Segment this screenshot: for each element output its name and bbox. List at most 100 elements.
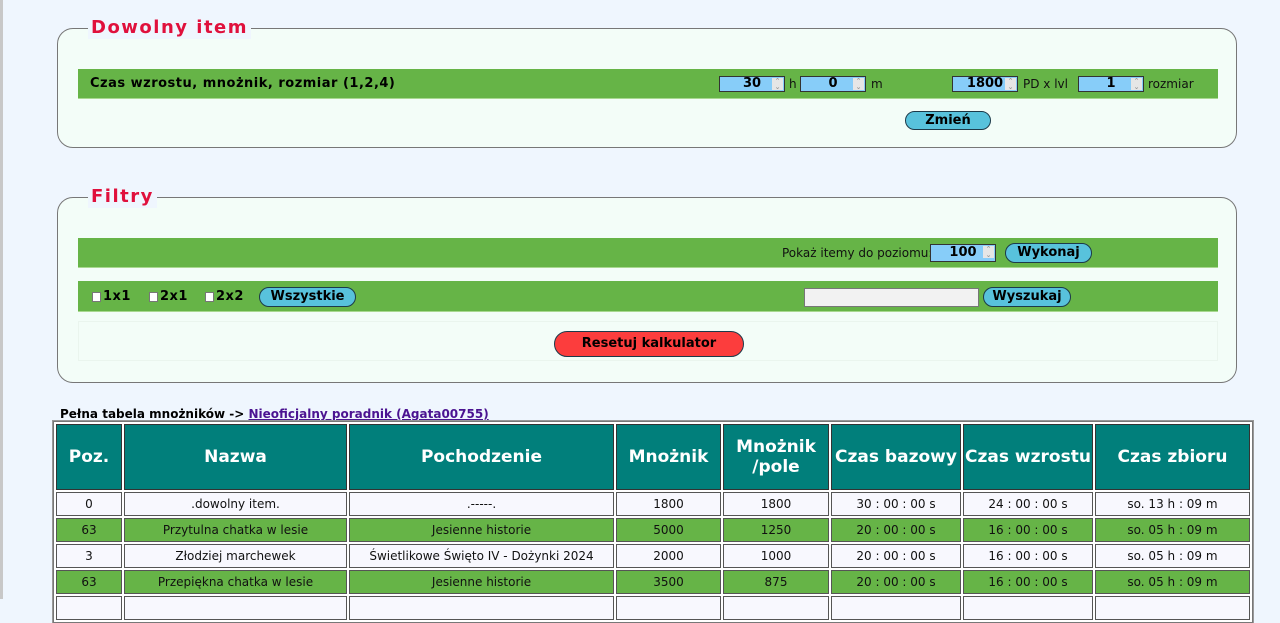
checkbox-icon[interactable] xyxy=(205,291,214,302)
dowolny-item-bar: Czas wzrostu, mnożnik, rozmiar (1,2,4) 3… xyxy=(78,69,1218,99)
table-cell: Świetlikowe Święto IV - Dożynki 2024 xyxy=(349,544,614,568)
table-cell: 3 xyxy=(56,544,122,568)
table-cell: so. 13 h : 09 m xyxy=(1095,492,1250,516)
column-header: Czas wzrostu xyxy=(963,424,1093,490)
spinner-icon[interactable]: ⌃ ⌄ xyxy=(853,78,864,91)
checkbox-label: 2x2 xyxy=(216,289,244,304)
run-button[interactable]: Wykonaj xyxy=(1005,243,1092,263)
table-cell xyxy=(616,596,721,620)
table-cell: 2000 xyxy=(616,544,721,568)
table-cell: 3500 xyxy=(616,570,721,594)
table-row[interactable]: 63 Przytulna chatka w lesie Jesienne histo… xyxy=(56,518,1250,542)
checkbox-icon[interactable] xyxy=(92,291,101,302)
search-button[interactable]: Wyszukaj xyxy=(983,287,1071,307)
dowolny-item-fieldset: Dowolny item Czas wzrostu, mnożnik, rozm… xyxy=(57,17,1237,148)
checkbox-2x2[interactable]: 2x2 xyxy=(205,289,244,304)
table-cell xyxy=(56,596,122,620)
table-cell xyxy=(831,596,961,620)
minutes-unit: m xyxy=(871,77,883,91)
table-cell: 63 xyxy=(56,570,122,594)
checkbox-label: 1x1 xyxy=(103,289,131,304)
table-row[interactable]: 0 .dowolny item. .-----. 1800 1800 30 : 00 : … xyxy=(56,492,1250,516)
search-filter-bar: 1x1 2x1 2x2 Wszystkie Wyszukaj xyxy=(78,281,1218,312)
reset-area xyxy=(78,321,1218,361)
dowolny-item-label: Czas wzrostu, mnożnik, rozmiar (1,2,4) xyxy=(90,76,396,91)
table-cell: 875 xyxy=(723,570,829,594)
table-cell: 30 : 00 : 00 s xyxy=(831,492,961,516)
table-cell: 63 xyxy=(56,518,122,542)
checkbox-2x1[interactable]: 2x1 xyxy=(149,289,188,304)
pd-unit: PD x lvl xyxy=(1023,77,1068,91)
reset-button[interactable]: Resetuj kalkulator xyxy=(554,331,744,357)
table-row[interactable]: 3 Złodziej marchewek Świetlikowe Święto IV… xyxy=(56,544,1250,568)
table-cell: 16 : 00 : 00 s xyxy=(963,518,1093,542)
size-input[interactable]: 1 ⌃ ⌄ xyxy=(1078,76,1144,92)
spinner-icon[interactable]: ⌃ ⌄ xyxy=(1005,78,1016,91)
table-cell: Przytulna chatka w lesie xyxy=(124,518,347,542)
change-button[interactable]: Zmień xyxy=(905,111,991,130)
checkbox-label: 2x1 xyxy=(160,289,188,304)
table-cell: 20 : 00 : 00 s xyxy=(831,570,961,594)
column-header: Nazwa xyxy=(124,424,347,490)
table-cell: 1000 xyxy=(723,544,829,568)
hours-input[interactable]: 30 ⌃ ⌄ xyxy=(719,76,785,92)
filters-legend: Filtry xyxy=(88,186,157,208)
level-value: 100 xyxy=(949,245,977,260)
column-header: Czas zbioru xyxy=(1095,424,1250,490)
table-cell xyxy=(1095,596,1250,620)
table-cell: 5000 xyxy=(616,518,721,542)
pd-input[interactable]: 1800 ⌃ ⌄ xyxy=(952,76,1018,92)
search-input[interactable] xyxy=(804,288,979,307)
minutes-value: 0 xyxy=(828,76,838,91)
table-cell: 24 : 00 : 00 s xyxy=(963,492,1093,516)
table-cell: 1800 xyxy=(723,492,829,516)
level-label: Pokaż itemy do poziomu: xyxy=(782,246,933,260)
guide-link[interactable]: Nieoficjalny poradnik (Agata00755) xyxy=(248,407,489,421)
table-row[interactable]: 63 Przepiękna chatka w lesie Jesienne hist… xyxy=(56,570,1250,594)
pd-value: 1800 xyxy=(966,76,1004,91)
size-value: 1 xyxy=(1106,76,1116,91)
table-caption: Pełna tabela mnożników -> Nieoficjalny p… xyxy=(60,407,489,421)
hours-unit: h xyxy=(789,77,797,91)
table-cell: 16 : 00 : 00 s xyxy=(963,570,1093,594)
table-cell: 1800 xyxy=(616,492,721,516)
multiplier-table: Poz. Nazwa Pochodzenie Mnożnik Mnożnik /pole… xyxy=(52,420,1254,623)
table-cell xyxy=(349,596,614,620)
all-button[interactable]: Wszystkie xyxy=(259,287,356,307)
table-cell: 0 xyxy=(56,492,122,516)
table-cell: Jesienne historie xyxy=(349,570,614,594)
table-cell xyxy=(723,596,829,620)
minutes-input[interactable]: 0 ⌃ ⌄ xyxy=(800,76,866,92)
table-cell: 20 : 00 : 00 s xyxy=(831,544,961,568)
table-cell: so. 05 h : 09 m xyxy=(1095,570,1250,594)
table-cell xyxy=(124,596,347,620)
spinner-icon[interactable]: ⌃ ⌄ xyxy=(1131,78,1142,91)
column-header: Pochodzenie xyxy=(349,424,614,490)
table-cell: 20 : 00 : 00 s xyxy=(831,518,961,542)
column-header: Mnożnik /pole xyxy=(723,424,829,490)
table-cell: Złodziej marchewek xyxy=(124,544,347,568)
spinner-icon[interactable]: ⌃ ⌄ xyxy=(772,78,783,91)
table-cell: .dowolny item. xyxy=(124,492,347,516)
table-cell: 16 : 00 : 00 s xyxy=(963,544,1093,568)
table-cell: Jesienne historie xyxy=(349,518,614,542)
column-header: Poz. xyxy=(56,424,122,490)
table-cell: .-----. xyxy=(349,492,614,516)
table-cell: 1250 xyxy=(723,518,829,542)
table-cell: Przepiękna chatka w lesie xyxy=(124,570,347,594)
hours-value: 30 xyxy=(742,76,762,91)
table-cell xyxy=(963,596,1093,620)
level-input[interactable]: 100 ⌃ ⌄ xyxy=(930,244,996,262)
spinner-icon[interactable]: ⌃ ⌄ xyxy=(983,246,994,259)
checkbox-1x1[interactable]: 1x1 xyxy=(92,289,131,304)
dowolny-item-legend: Dowolny item xyxy=(88,17,252,39)
caption-text: Pełna tabela mnożników -> xyxy=(60,407,245,421)
checkbox-icon[interactable] xyxy=(149,291,158,302)
level-filter-bar: Pokaż itemy do poziomu: 100 ⌃ ⌄ Wykonaj xyxy=(78,238,1218,268)
table-cell: so. 05 h : 09 m xyxy=(1095,518,1250,542)
size-unit: rozmiar xyxy=(1148,77,1194,91)
column-header: Czas bazowy xyxy=(831,424,961,490)
table-row-partial xyxy=(56,596,1250,620)
filters-fieldset: Filtry Pokaż itemy do poziomu: 100 ⌃ ⌄ Wyk… xyxy=(57,186,1237,383)
column-header: Mnożnik xyxy=(616,424,721,490)
